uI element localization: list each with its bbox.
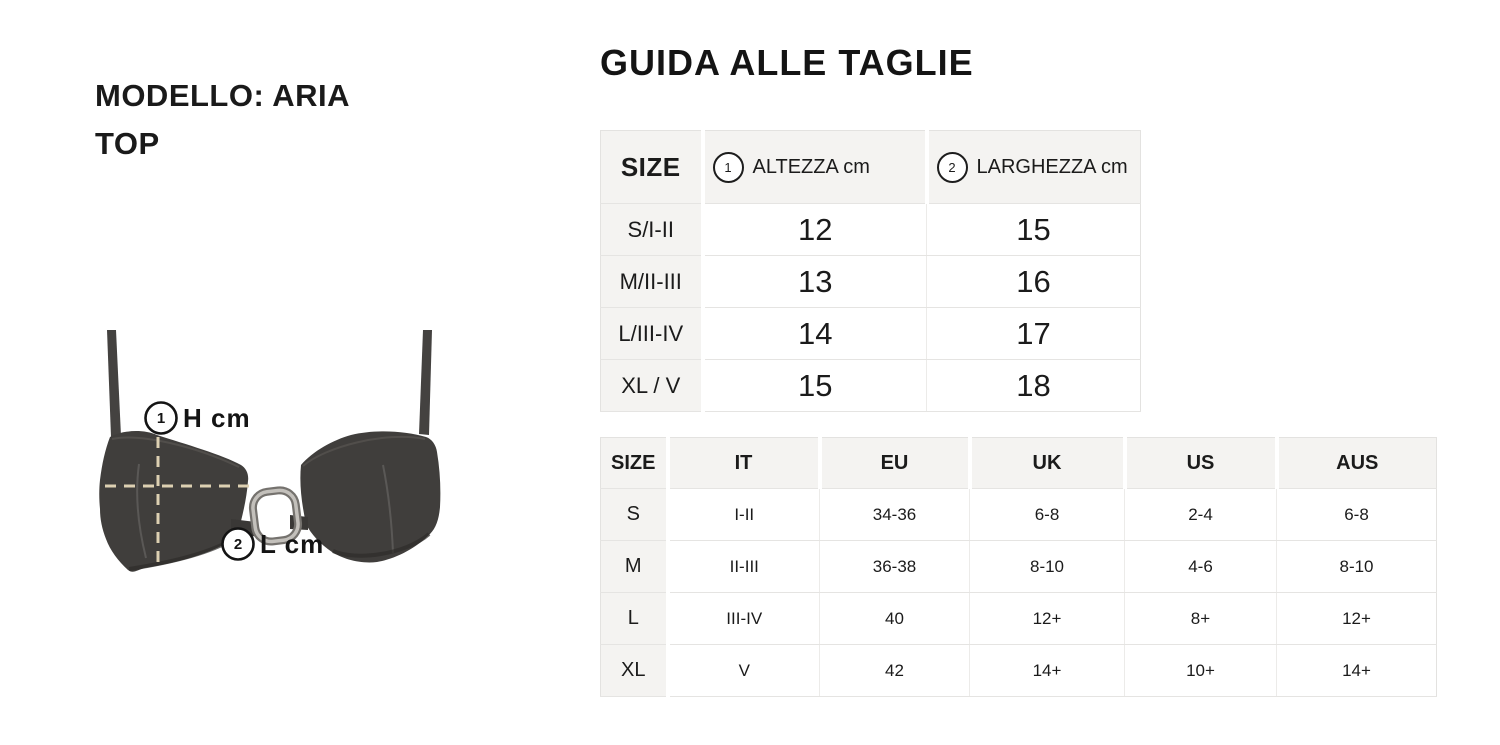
- table-header-row: SIZE IT EU UK US AUS: [600, 437, 1437, 489]
- table-cell: 10+: [1124, 644, 1277, 697]
- table-cell: 12: [700, 203, 927, 256]
- strap-right: [419, 330, 432, 435]
- cup-right-hem: [332, 532, 431, 558]
- table-cell: 15: [700, 359, 927, 412]
- size-label-cell: M: [600, 540, 668, 593]
- size-label-cell: M/II-III: [600, 255, 703, 308]
- bikini-top-illustration: 1 H cm 2 L cm: [99, 330, 441, 572]
- column-header-label: LARGHEZZA cm: [976, 155, 1128, 178]
- table-cell: 6-8: [969, 488, 1125, 541]
- column-header-aus: AUS: [1274, 437, 1437, 489]
- table-cell: I-II: [665, 488, 820, 541]
- table-cell: 18: [926, 359, 1141, 412]
- model-title: MODELLO: ARIA TOP: [95, 78, 349, 161]
- ring-clasp: [248, 486, 303, 546]
- table-cell: 16: [926, 255, 1141, 308]
- cup-right-seam: [382, 464, 394, 554]
- table-row: M II-III 36-38 8-10 4-6 8-10: [600, 540, 1437, 593]
- cup-left-fold: [111, 436, 240, 468]
- cup-right: [300, 431, 441, 563]
- page-title: GUIDA ALLE TAGLIE: [600, 42, 974, 83]
- table-cell: II-III: [665, 540, 820, 593]
- table-cell: 12+: [969, 592, 1125, 645]
- marker-2-circle: [221, 527, 255, 561]
- marker-1-number: 1: [157, 410, 165, 427]
- width-label: L cm: [260, 529, 324, 559]
- table-row: XL V 42 14+ 10+ 14+: [600, 644, 1437, 697]
- table-cell: 6-8: [1276, 488, 1437, 541]
- table-cell: 8+: [1124, 592, 1277, 645]
- table-cell: 4-6: [1124, 540, 1277, 593]
- table-header-row: SIZE 1 ALTEZZA cm 2 LARGHEZZA cm: [600, 130, 1141, 204]
- cup-left-seam: [136, 463, 147, 559]
- column-header-us: US: [1122, 437, 1277, 489]
- size-label-cell: L: [600, 592, 668, 645]
- marker-2-number: 2: [234, 536, 242, 553]
- circled-1-icon: 1: [712, 151, 744, 183]
- table-row: S I-II 34-36 6-8 2-4 6-8: [600, 488, 1437, 541]
- table-cell: 14+: [1276, 644, 1437, 697]
- size-label-cell: XL / V: [600, 359, 703, 412]
- table-row: XL / V 15 18: [600, 359, 1141, 412]
- size-label-cell: S: [600, 488, 668, 541]
- column-header-larghezza: 2 LARGHEZZA cm: [924, 130, 1141, 204]
- size-label-cell: L/III-IV: [600, 307, 703, 360]
- table-row: L/III-IV 14 17: [600, 307, 1141, 360]
- table-row: M/II-III 13 16: [600, 255, 1141, 308]
- size-label-cell: XL: [600, 644, 668, 697]
- table-cell: 36-38: [819, 540, 970, 593]
- column-header-size: SIZE: [600, 130, 703, 204]
- table-cell: 8-10: [1276, 540, 1437, 593]
- table-cell: 2-4: [1124, 488, 1277, 541]
- size-label-cell: S/I-II: [600, 203, 703, 256]
- column-header-altezza: 1 ALTEZZA cm: [700, 130, 927, 204]
- measurement-table: SIZE 1 ALTEZZA cm 2 LARGHEZZA cm S/I-II: [600, 130, 1141, 412]
- table-cell: 15: [926, 203, 1141, 256]
- table-cell: III-IV: [665, 592, 820, 645]
- table-cell: 14+: [969, 644, 1125, 697]
- column-header-it: IT: [665, 437, 820, 489]
- height-label: H cm: [183, 403, 251, 433]
- column-header-label: ALTEZZA cm: [752, 155, 870, 178]
- table-cell: 40: [819, 592, 970, 645]
- column-header-uk: UK: [967, 437, 1125, 489]
- table-cell: 8-10: [969, 540, 1125, 593]
- marker-1-circle: [144, 401, 178, 435]
- table-cell: 13: [700, 255, 927, 308]
- column-header-eu: EU: [817, 437, 970, 489]
- table-row: L III-IV 40 12+ 8+ 12+: [600, 592, 1437, 645]
- table-cell: 14: [700, 307, 927, 360]
- table-cell: V: [665, 644, 820, 697]
- size-conversion-table: SIZE IT EU UK US AUS S I-II 34-36 6-8 2-…: [600, 437, 1437, 697]
- table-cell: 42: [819, 644, 970, 697]
- cup-right-fold: [302, 435, 426, 467]
- cup-left: [99, 431, 249, 572]
- product-figure: 1 H cm 2 L cm: [85, 323, 485, 605]
- column-header-size: SIZE: [600, 437, 668, 489]
- strap-left: [107, 330, 121, 437]
- table-row: S/I-II 12 15: [600, 203, 1141, 256]
- table-cell: 34-36: [819, 488, 970, 541]
- circled-2-icon: 2: [936, 151, 968, 183]
- table-cell: 12+: [1276, 592, 1437, 645]
- table-cell: 17: [926, 307, 1141, 360]
